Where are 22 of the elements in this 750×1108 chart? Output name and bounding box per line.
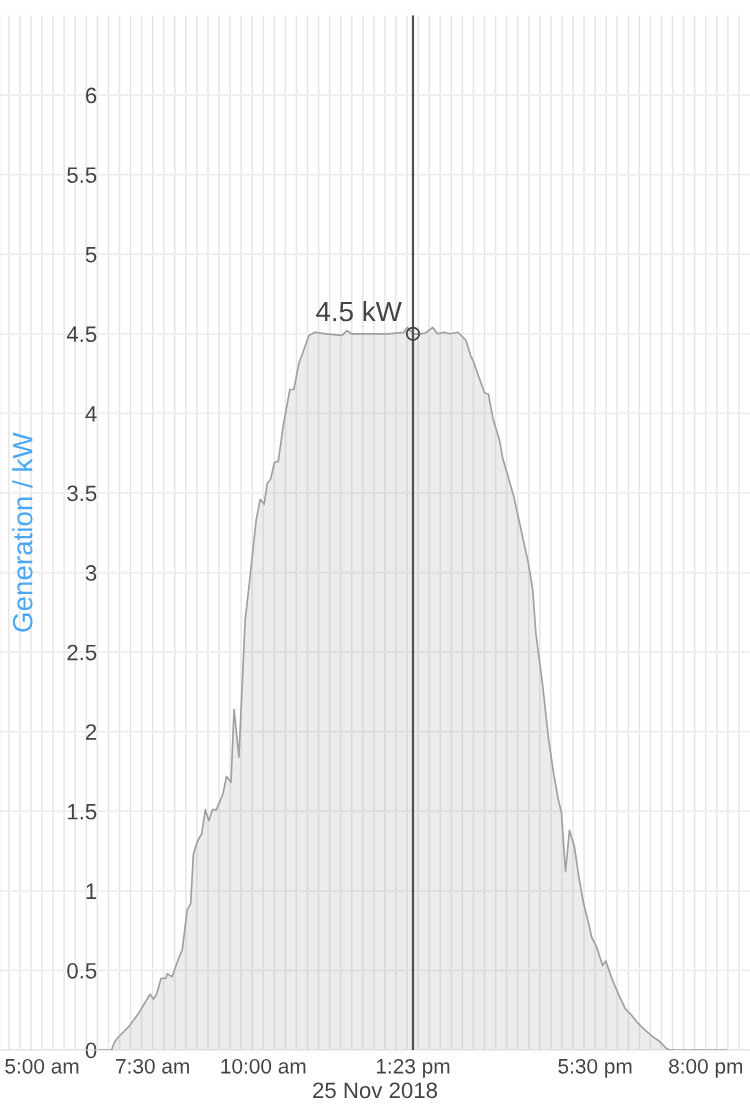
- y-tick-label: 3.5: [67, 485, 97, 502]
- y-tick-label: 4: [85, 406, 97, 422]
- x-tick-label: 10:00 am: [221, 1058, 306, 1074]
- x-tick-label: 5:30 pm: [558, 1058, 632, 1078]
- annotation: 4.5 kW: [316, 300, 402, 322]
- y-axis-title: Generation / kW: [12, 432, 33, 632]
- x-axis-title: 25 Nov 2018: [313, 1082, 438, 1099]
- x-tick-label: 8:00 pm: [669, 1058, 743, 1078]
- x-tick-label: 1:23 pm: [376, 1058, 450, 1078]
- y-tick-label: 0: [85, 1042, 97, 1059]
- y-tick-label: 5.5: [67, 167, 97, 183]
- y-tick-label: 2.5: [67, 644, 97, 661]
- x-tick-label: 5:00 am: [5, 1058, 79, 1074]
- y-tick-label: 0.5: [67, 962, 97, 979]
- y-tick-label: 5: [85, 246, 97, 263]
- y-tick-label: 1.5: [68, 804, 97, 820]
- y-tick-label: 4.5: [66, 326, 97, 343]
- y-tick-label: 1: [86, 883, 97, 899]
- y-tick-label: 3: [85, 565, 97, 581]
- y-tick-label: 6: [85, 87, 97, 104]
- x-tick-label: 7:30 am: [116, 1058, 189, 1074]
- y-tick-label: 2: [85, 724, 97, 740]
